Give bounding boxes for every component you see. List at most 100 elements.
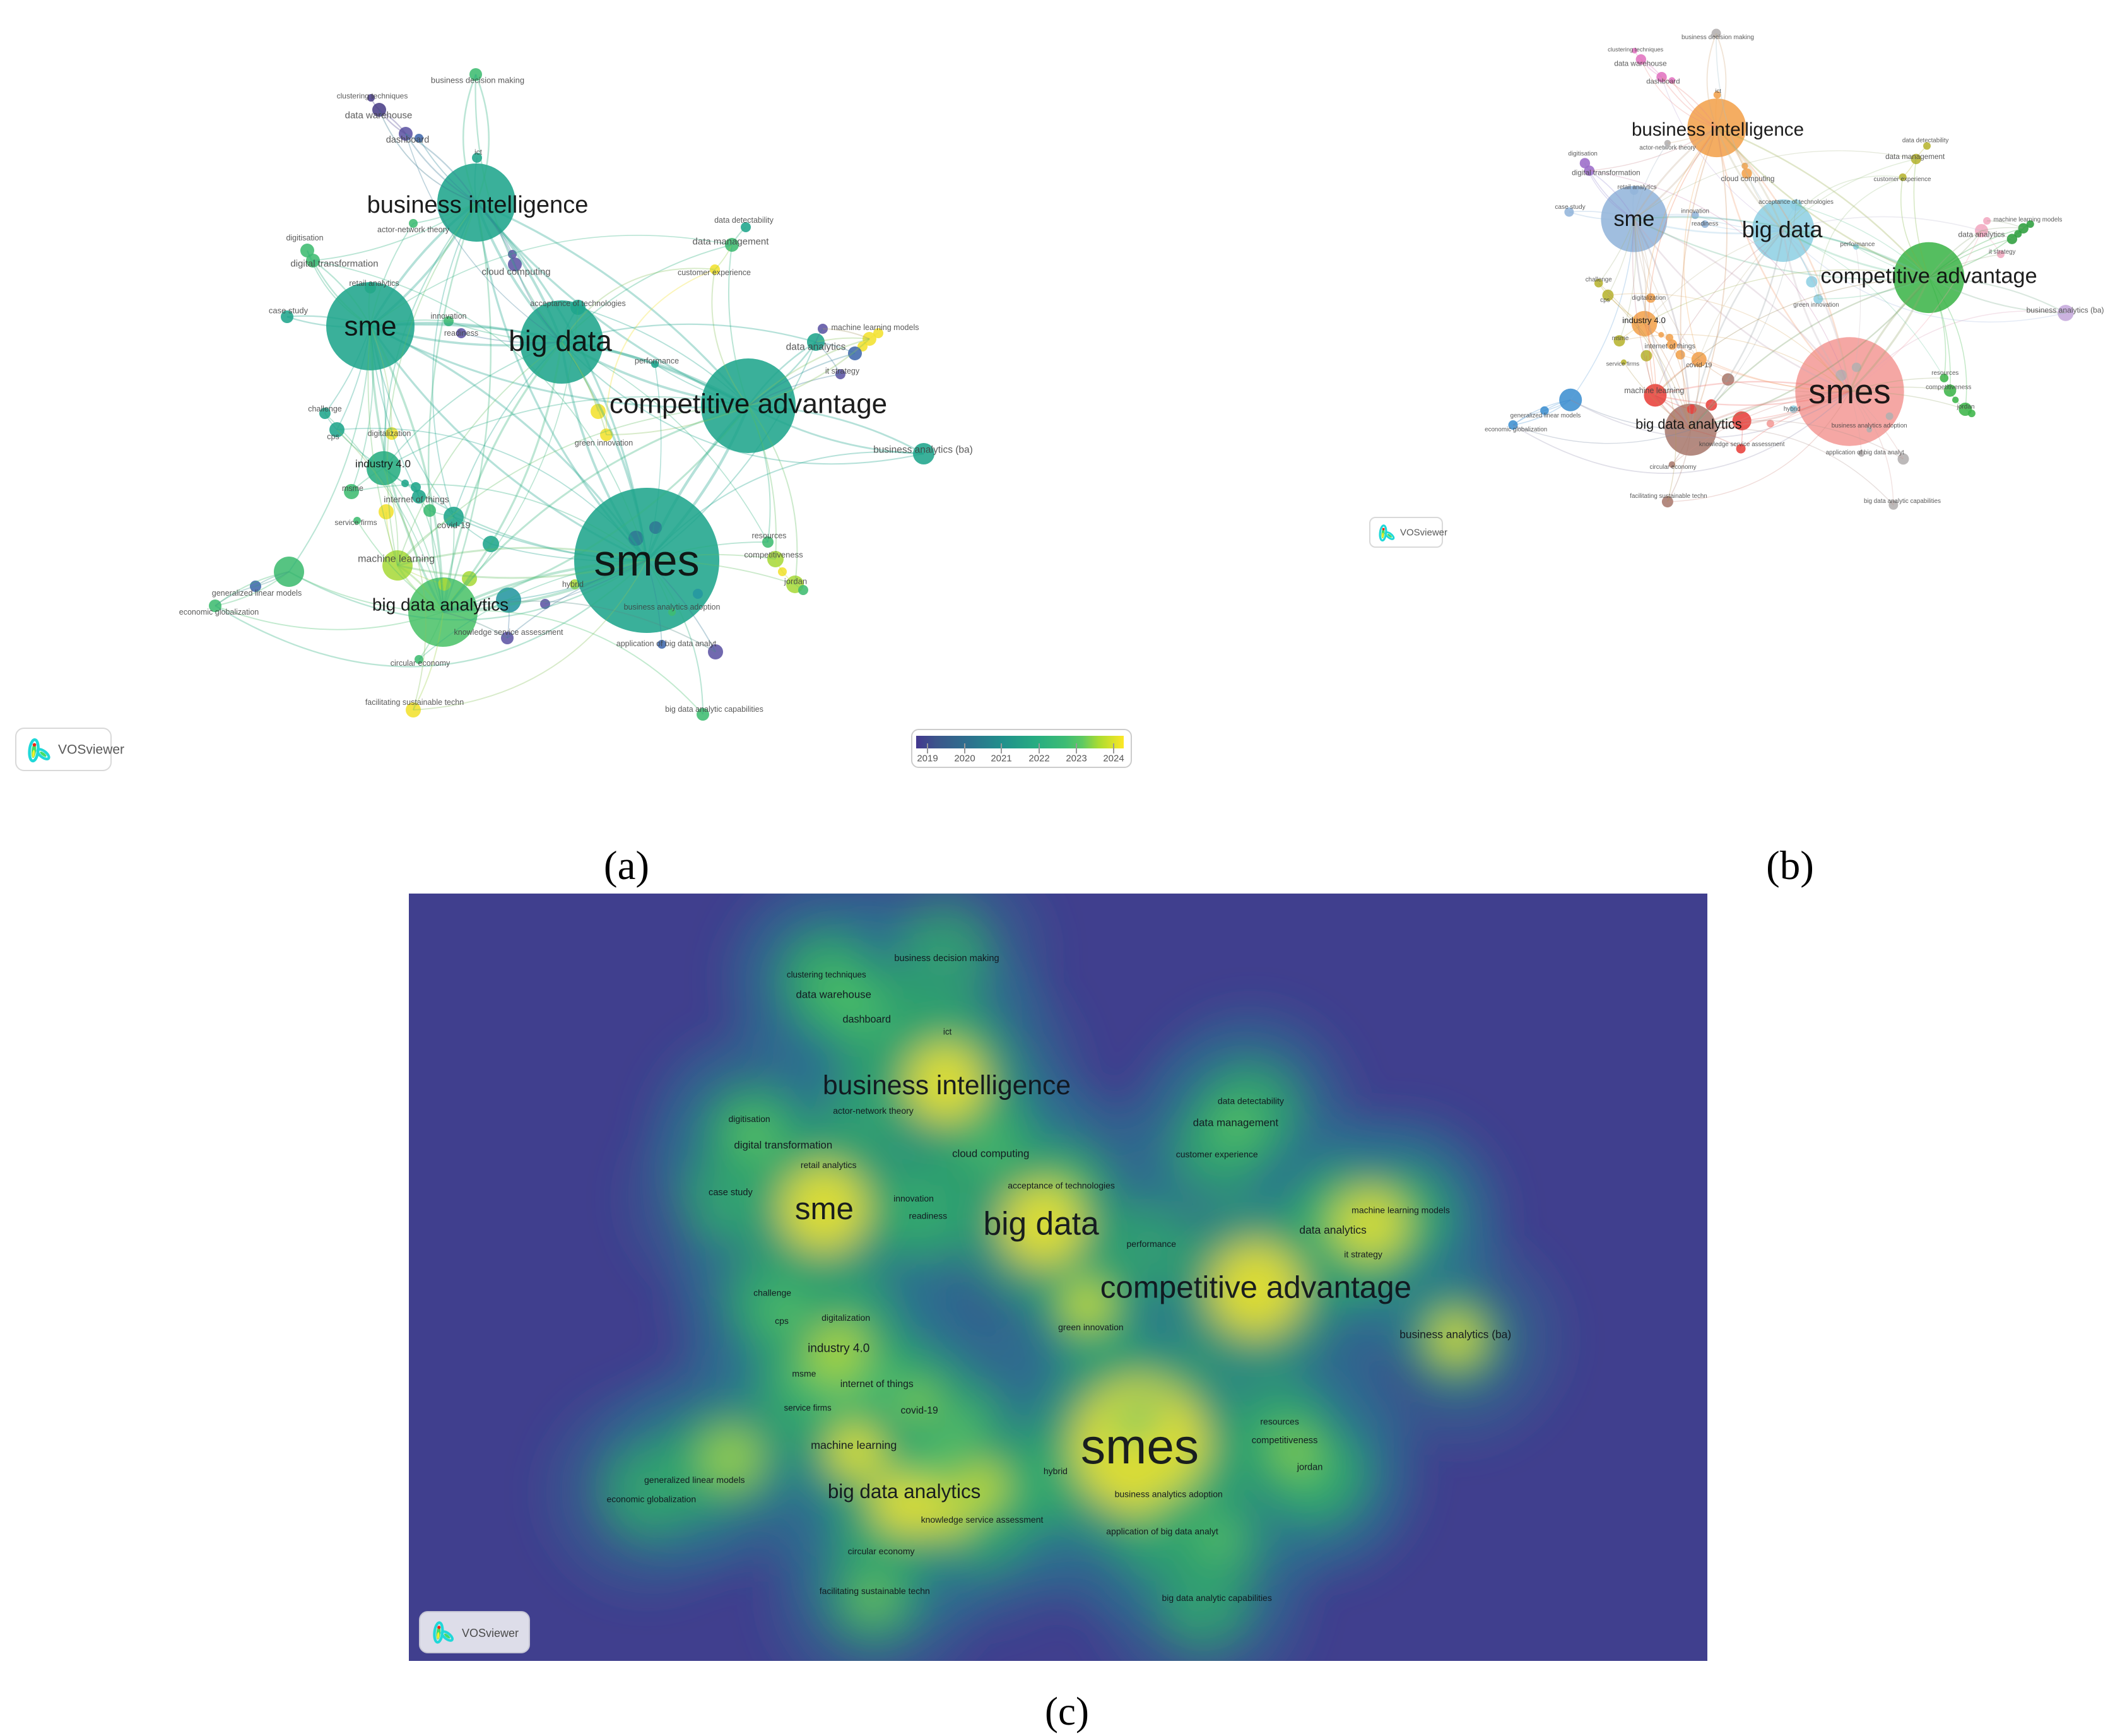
- svg-text:data detectability: data detectability: [714, 216, 774, 225]
- svg-text:acceptance of technologies: acceptance of technologies: [1758, 199, 1834, 206]
- svg-text:it strategy: it strategy: [1344, 1249, 1382, 1259]
- svg-text:readiness: readiness: [909, 1210, 947, 1220]
- svg-text:smes: smes: [594, 536, 699, 585]
- svg-text:internet of things: internet of things: [840, 1379, 914, 1390]
- svg-text:dashboard: dashboard: [1646, 78, 1680, 86]
- svg-text:cps: cps: [775, 1316, 789, 1326]
- svg-text:sme: sme: [1614, 207, 1655, 231]
- svg-text:challenge: challenge: [753, 1287, 791, 1297]
- svg-text:service firms: service firms: [334, 518, 377, 527]
- svg-text:digitisation: digitisation: [729, 1114, 770, 1124]
- svg-text:2024: 2024: [1103, 753, 1124, 764]
- svg-text:covid-19: covid-19: [1686, 362, 1712, 369]
- svg-text:covid-19: covid-19: [437, 520, 471, 530]
- svg-text:data management: data management: [693, 237, 770, 247]
- svg-text:ict: ict: [474, 148, 483, 156]
- svg-text:msme: msme: [1612, 335, 1629, 342]
- svg-text:actor-network theory: actor-network theory: [1639, 145, 1695, 151]
- svg-text:VOSviewer: VOSviewer: [462, 1627, 519, 1639]
- svg-text:green innovation: green innovation: [1058, 1322, 1124, 1332]
- svg-text:industry 4.0: industry 4.0: [808, 1342, 869, 1355]
- svg-text:economic globalization: economic globalization: [179, 608, 259, 617]
- svg-text:readiness: readiness: [1692, 221, 1719, 228]
- svg-text:actor-network theory: actor-network theory: [833, 1106, 914, 1116]
- svg-text:ict: ict: [943, 1027, 952, 1036]
- svg-text:industry 4.0: industry 4.0: [1622, 316, 1666, 325]
- svg-text:big data: big data: [509, 324, 612, 357]
- svg-text:knowledge service assessment: knowledge service assessment: [921, 1515, 1044, 1525]
- svg-text:competitive advantage: competitive advantage: [1100, 1270, 1411, 1305]
- svg-text:business decision making: business decision making: [894, 954, 999, 964]
- svg-text:competitive advantage: competitive advantage: [1821, 264, 2037, 288]
- svg-text:2019: 2019: [917, 753, 938, 764]
- svg-text:competitiveness: competitiveness: [744, 550, 803, 560]
- svg-text:facilitating sustainable techn: facilitating sustainable techn: [365, 698, 464, 707]
- svg-text:digital transformation: digital transformation: [734, 1139, 832, 1151]
- svg-text:performance: performance: [635, 357, 679, 365]
- svg-text:readiness: readiness: [444, 329, 478, 338]
- svg-text:innovation: innovation: [893, 1193, 934, 1203]
- svg-text:data analytics: data analytics: [1958, 230, 2005, 239]
- svg-text:circular economy: circular economy: [391, 659, 450, 668]
- svg-text:hybrid: hybrid: [1044, 1466, 1068, 1476]
- svg-text:smes: smes: [1081, 1419, 1199, 1474]
- svg-text:retail analytics: retail analytics: [349, 279, 399, 288]
- svg-text:generalized linear models: generalized linear models: [212, 589, 302, 598]
- svg-text:circular economy: circular economy: [1649, 464, 1696, 471]
- svg-text:(c): (c): [1045, 1689, 1089, 1733]
- svg-text:hybrid: hybrid: [1784, 406, 1801, 413]
- svg-text:business decision making: business decision making: [1681, 34, 1754, 41]
- svg-text:digitalization: digitalization: [822, 1313, 870, 1323]
- svg-text:big data: big data: [1742, 217, 1823, 242]
- svg-text:generalized linear models: generalized linear models: [1510, 412, 1581, 419]
- svg-text:digitisation: digitisation: [286, 233, 323, 242]
- svg-text:data management: data management: [1885, 153, 1945, 161]
- svg-text:jordan: jordan: [1957, 403, 1975, 410]
- svg-text:cps: cps: [1600, 297, 1610, 304]
- svg-text:dashboard: dashboard: [842, 1014, 891, 1025]
- svg-text:(a): (a): [604, 843, 649, 889]
- svg-text:cps: cps: [327, 432, 339, 441]
- svg-text:msme: msme: [792, 1368, 816, 1378]
- svg-text:business analytics (ba): business analytics (ba): [1399, 1328, 1511, 1340]
- svg-text:competitive advantage: competitive advantage: [610, 389, 887, 420]
- svg-text:ict: ict: [1716, 87, 1722, 94]
- svg-text:machine learning models: machine learning models: [1993, 216, 2062, 223]
- svg-text:case study: case study: [1555, 204, 1586, 211]
- svg-text:generalized linear models: generalized linear models: [644, 1475, 745, 1485]
- svg-text:acceptance of technologies: acceptance of technologies: [1008, 1181, 1115, 1191]
- svg-text:big data: big data: [983, 1205, 1099, 1242]
- svg-text:acceptance of technologies: acceptance of technologies: [530, 299, 626, 308]
- svg-text:VOSviewer: VOSviewer: [58, 743, 124, 757]
- svg-text:digitalization: digitalization: [1632, 295, 1666, 302]
- svg-text:customer experience: customer experience: [1176, 1149, 1258, 1159]
- svg-text:data warehouse: data warehouse: [345, 110, 413, 121]
- svg-text:application of big data analyt: application of big data analyt: [1106, 1526, 1218, 1536]
- svg-text:case study: case study: [709, 1188, 753, 1198]
- svg-text:facilitating sustainable techn: facilitating sustainable techn: [820, 1586, 930, 1596]
- svg-text:data detectability: data detectability: [1218, 1096, 1284, 1106]
- svg-text:actor-network theory: actor-network theory: [377, 225, 450, 234]
- svg-text:service firms: service firms: [1606, 360, 1640, 367]
- svg-text:it strategy: it strategy: [1989, 249, 2016, 256]
- svg-text:industry 4.0: industry 4.0: [355, 458, 411, 470]
- svg-text:resources: resources: [1931, 370, 1958, 377]
- svg-text:big data analytics: big data analytics: [372, 595, 509, 615]
- svg-text:business analytics adoption: business analytics adoption: [624, 603, 721, 611]
- svg-text:business analytics adoption: business analytics adoption: [1115, 1489, 1223, 1499]
- svg-text:business analytics (ba): business analytics (ba): [873, 445, 973, 456]
- svg-text:economic globalization: economic globalization: [606, 1494, 696, 1504]
- svg-text:data warehouse: data warehouse: [1614, 59, 1666, 68]
- svg-text:knowledge service assessment: knowledge service assessment: [454, 628, 564, 637]
- svg-text:circular economy: circular economy: [848, 1546, 915, 1556]
- svg-text:business intelligence: business intelligence: [823, 1070, 1071, 1101]
- svg-text:green innovation: green innovation: [575, 439, 633, 447]
- svg-text:facilitating sustainable techn: facilitating sustainable techn: [1630, 493, 1707, 500]
- svg-text:cloud computing: cloud computing: [481, 267, 550, 278]
- svg-text:big data analytics: big data analytics: [1635, 416, 1742, 432]
- svg-text:2022: 2022: [1028, 753, 1049, 764]
- svg-text:covid-19: covid-19: [900, 1405, 938, 1416]
- svg-text:data warehouse: data warehouse: [796, 988, 871, 1000]
- svg-text:msme: msme: [342, 484, 363, 493]
- svg-text:machine learning models: machine learning models: [832, 323, 919, 332]
